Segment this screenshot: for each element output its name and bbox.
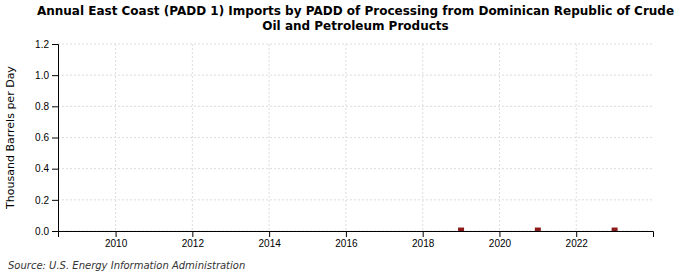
grid-line bbox=[58, 168, 653, 169]
tick: 0.6 bbox=[35, 132, 58, 143]
plot: 2010 2012 2014 2016 2018 2020 2022 0.0 0.2 0.4 0.6… bbox=[35, 39, 653, 249]
tick-label: 0.4 bbox=[35, 163, 49, 174]
tick-mark bbox=[52, 138, 58, 139]
tick-label: 1.0 bbox=[35, 70, 49, 81]
tick-mark bbox=[499, 231, 500, 237]
tick-label: 2022 bbox=[566, 238, 589, 249]
tick-label: 0.6 bbox=[35, 132, 49, 143]
tick-mark bbox=[192, 231, 193, 237]
x-axis: 2010 2012 2014 2016 2018 2020 2022 bbox=[59, 231, 654, 249]
point bbox=[612, 228, 618, 231]
y-axis: 0.0 0.2 0.4 0.6 0.8 1.0 1.2 bbox=[35, 39, 58, 237]
tick: 0.2 bbox=[35, 195, 58, 206]
grid-line bbox=[58, 199, 653, 200]
tick-mark bbox=[52, 106, 58, 107]
tick-mark bbox=[52, 231, 58, 232]
tick-label: 2018 bbox=[412, 238, 435, 249]
title: Annual East Coast (PADD 1) Imports by PA… bbox=[37, 4, 674, 33]
tick: 2020 bbox=[489, 231, 512, 249]
tick: 2012 bbox=[182, 231, 205, 249]
tick: 2018 bbox=[412, 231, 435, 249]
tick-label: 2014 bbox=[259, 238, 282, 249]
tick-mark bbox=[52, 200, 58, 201]
tick-label: 2016 bbox=[335, 238, 358, 249]
tick: 0.4 bbox=[35, 163, 58, 174]
tick-mark bbox=[423, 231, 424, 237]
tick-mark bbox=[116, 231, 117, 237]
tick-label: 1.2 bbox=[35, 39, 49, 50]
grid-line bbox=[58, 137, 653, 138]
grid-line bbox=[192, 44, 193, 231]
tick-label: 2020 bbox=[489, 238, 512, 249]
grid-line bbox=[58, 75, 653, 76]
tick: 0.0 bbox=[35, 226, 58, 237]
tick-label: 0.2 bbox=[35, 195, 49, 206]
tick-mark bbox=[52, 169, 58, 170]
y-axis-title: Thousand Barrels per Day bbox=[4, 66, 17, 210]
tick-label: 2012 bbox=[182, 238, 205, 249]
point bbox=[458, 228, 464, 231]
tick-label: 0.0 bbox=[35, 226, 49, 237]
axis-line bbox=[52, 45, 59, 232]
tick: 2022 bbox=[566, 231, 589, 249]
tick-label: 2010 bbox=[105, 238, 128, 249]
title-line: Oil and Petroleum Products bbox=[262, 19, 448, 33]
tick: 1.0 bbox=[35, 70, 58, 81]
annotation: Source: U.S. Energy Information Administ… bbox=[8, 260, 245, 271]
tick-mark bbox=[269, 231, 270, 237]
tick: 2014 bbox=[259, 231, 282, 249]
tick: 2010 bbox=[105, 231, 128, 249]
axis-line bbox=[59, 232, 654, 238]
chart: 2010 2012 2014 2016 2018 2020 2022 0.0 0.2 0.4 0.6… bbox=[0, 0, 675, 275]
tick-mark bbox=[52, 44, 58, 45]
grid-line bbox=[269, 44, 270, 231]
tick: 2016 bbox=[335, 231, 358, 249]
title-line: Annual East Coast (PADD 1) Imports by PA… bbox=[37, 4, 674, 18]
tick-mark bbox=[576, 231, 577, 237]
point bbox=[535, 228, 541, 231]
grid bbox=[58, 44, 653, 231]
tick: 1.2 bbox=[35, 39, 58, 50]
points bbox=[458, 228, 618, 231]
grid-line bbox=[58, 106, 653, 107]
tick: 0.8 bbox=[35, 101, 58, 112]
grid-line bbox=[58, 44, 653, 45]
tick-mark bbox=[346, 231, 347, 237]
tick-mark bbox=[52, 75, 58, 76]
tick-label: 0.8 bbox=[35, 101, 49, 112]
